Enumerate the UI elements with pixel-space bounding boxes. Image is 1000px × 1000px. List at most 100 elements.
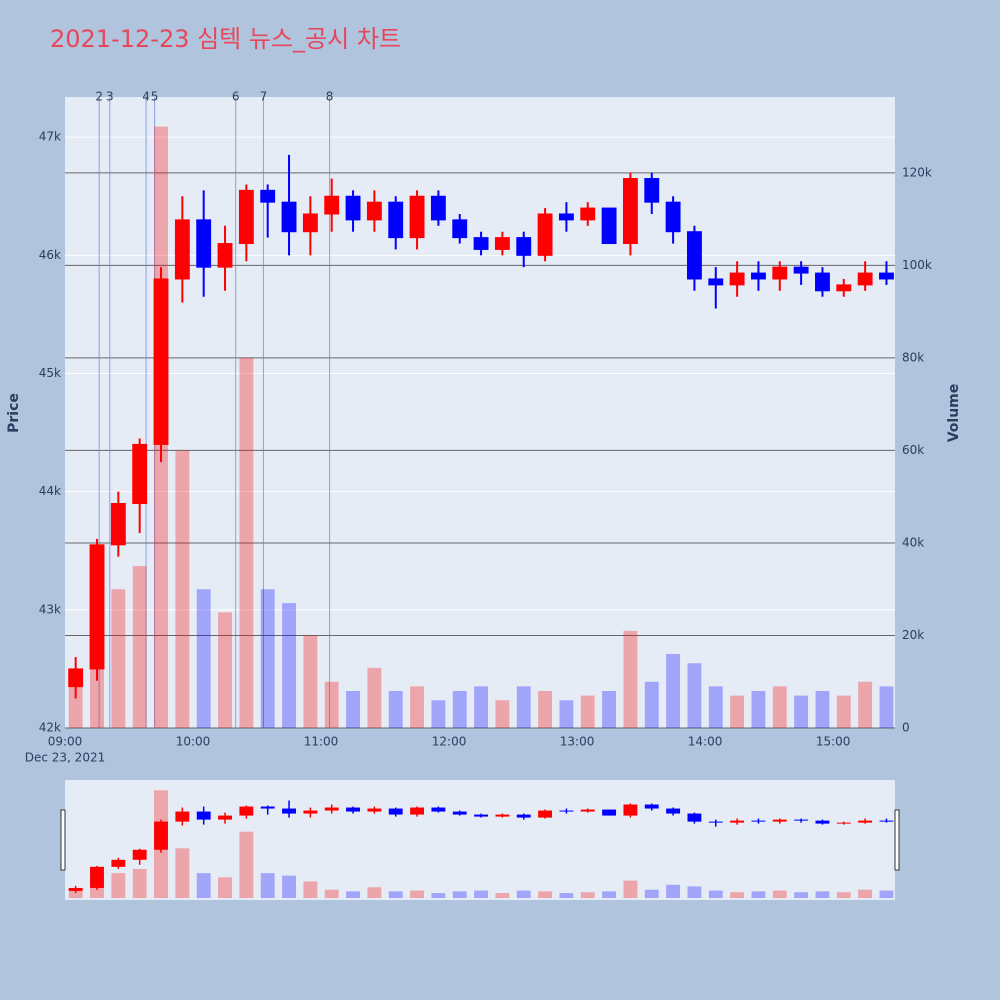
event-label: 8 [326, 90, 334, 104]
x-tick-label: 14:00 [688, 735, 723, 749]
slider-volume-bar [431, 893, 446, 898]
candle-body [89, 544, 105, 670]
x-date-label: Dec 23, 2021 [25, 751, 105, 765]
slider-volume-bar [538, 891, 553, 898]
volume-bar [836, 695, 851, 728]
slider-volume-bar [474, 890, 489, 898]
volume-bar [751, 690, 766, 728]
slider-volume-bar [282, 875, 296, 898]
volume-bar [132, 566, 147, 728]
candle-body [324, 195, 340, 215]
slider-candle-body [516, 814, 531, 818]
y2-tick-label: 0 [902, 721, 910, 735]
candle-body [68, 668, 84, 688]
y2-tick-label: 100k [902, 258, 932, 272]
slider-candle-body [751, 820, 766, 822]
y2-tick-label: 20k [902, 628, 924, 642]
slider-volume-bar [132, 869, 147, 898]
slider-volume-bar [410, 890, 424, 898]
candle-body [366, 201, 382, 221]
slider-volume-bar [495, 893, 510, 898]
candle-body [132, 443, 148, 504]
volume-bar [602, 690, 617, 728]
volume-bar [858, 681, 873, 728]
candle-body [793, 266, 809, 274]
candle-body [601, 207, 617, 245]
x-tick-label: 12:00 [432, 735, 467, 749]
candle-body [196, 219, 212, 268]
slider-volume-bar [772, 890, 787, 898]
candle-body [153, 278, 169, 445]
slider-candle-body [772, 819, 787, 822]
event-label: 7 [260, 90, 268, 104]
slider-candle-body [218, 815, 232, 820]
slider-candle-body [367, 808, 382, 812]
slider-volume-bar [815, 891, 830, 898]
slider-volume-bar [175, 848, 190, 898]
volume-bar [111, 589, 126, 728]
slider-candle-body [666, 808, 681, 814]
volume-bar [431, 700, 446, 728]
slider-volume-bar [602, 891, 617, 898]
x-tick-label: 15:00 [816, 735, 851, 749]
slider-volume-bar [879, 890, 894, 898]
slider-candle-body [111, 859, 126, 867]
slider-candle-body [154, 821, 168, 850]
slider-candle-body [175, 811, 190, 822]
slider-candle-body [90, 866, 104, 888]
candle-body [665, 201, 681, 233]
volume-bar [346, 690, 360, 728]
slider-volume-bar [218, 877, 232, 898]
candle-body [260, 189, 276, 203]
y-tick-label: 42k [39, 721, 61, 735]
range-slider[interactable] [65, 780, 895, 900]
x-tick-label: 09:00 [48, 735, 83, 749]
slider-volume-bar [260, 873, 275, 898]
candle-body [345, 195, 361, 221]
slider-volume-bar [730, 892, 745, 898]
y-tick-label: 43k [39, 602, 61, 616]
candle-body [558, 213, 574, 221]
volume-bar [474, 686, 489, 728]
slider-volume-bar [367, 887, 382, 898]
volume-bar [239, 357, 254, 728]
x-tick-label: 10:00 [176, 735, 211, 749]
volume-bar [708, 686, 723, 728]
x-tick-label: 11:00 [304, 735, 339, 749]
slider-candle-body [538, 810, 553, 818]
volume-bar [175, 450, 190, 728]
y2-axis-title: Volume [946, 384, 962, 443]
candle-body [879, 272, 894, 280]
volume-bar [623, 630, 638, 728]
candle-body [751, 272, 766, 280]
candle-body [836, 284, 852, 292]
slider-candle-body [452, 811, 467, 815]
range-handle[interactable] [894, 809, 900, 871]
volume-bar [324, 681, 339, 728]
candle-body [644, 178, 660, 203]
slider-candle-body [239, 806, 254, 816]
range-handle[interactable] [60, 809, 66, 871]
candle-body [281, 201, 297, 233]
candle-body [302, 213, 318, 233]
volume-bar [538, 690, 553, 728]
y2-tick-label: 60k [902, 443, 924, 457]
slider-candle-body [132, 849, 147, 860]
slider-candle-body [559, 810, 574, 812]
candle-body [217, 243, 233, 268]
slider-candle-body [324, 807, 339, 811]
slider-volume-bar [858, 889, 873, 898]
slider-candle-body [730, 820, 745, 823]
volume-bar [644, 681, 659, 728]
candle-body [516, 237, 532, 256]
slider-volume-bar [794, 892, 809, 898]
slider-candle-body [580, 809, 595, 812]
candle-body [409, 195, 425, 239]
slider-volume-bar [623, 880, 638, 898]
event-label: 2 [95, 90, 103, 104]
slider-candle-body [68, 887, 83, 891]
slider-candle-body [474, 814, 489, 817]
volume-bar [879, 686, 894, 728]
candle-body [452, 219, 468, 239]
candle-body [729, 272, 745, 286]
